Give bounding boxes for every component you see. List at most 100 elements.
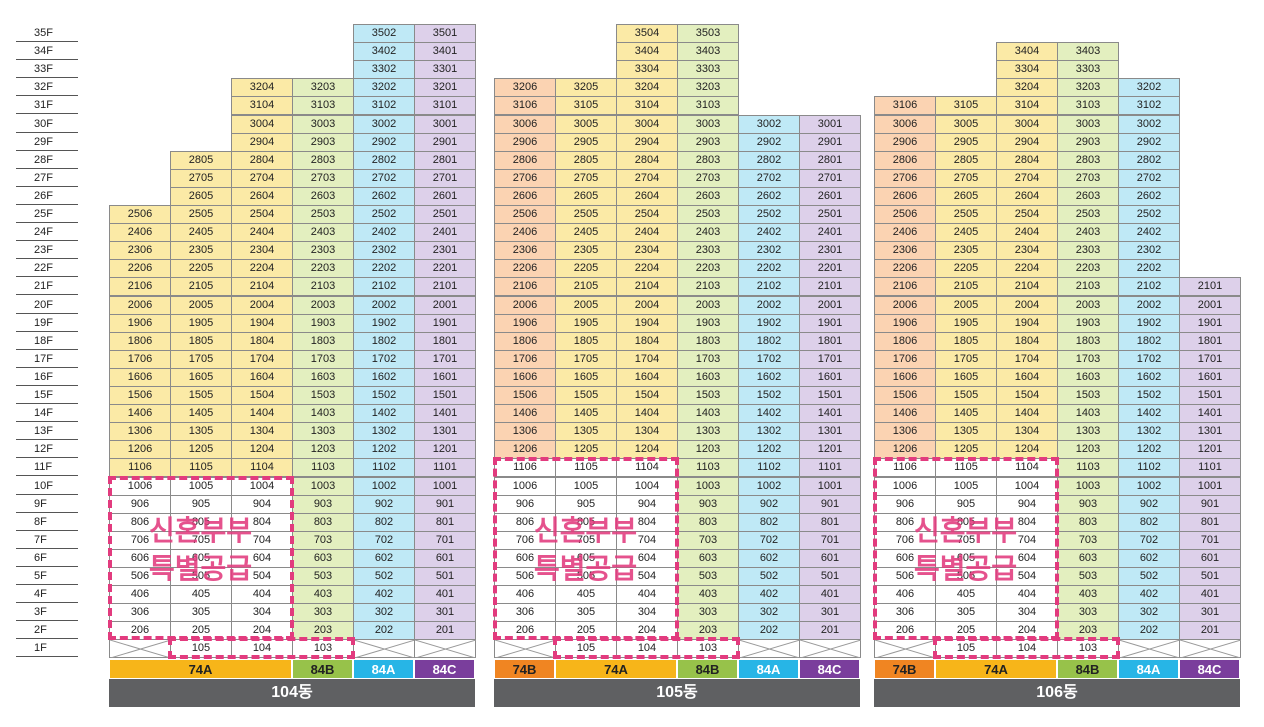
unit-cell: 3301 [414,60,476,80]
floor-label: 15F [16,386,78,404]
unit-type-label: 74B [494,658,555,679]
unit-cell: 2703 [1057,168,1119,188]
unit-cell: 502 [738,567,800,587]
unit-cell: 1105 [170,458,232,478]
unit-cell: 2806 [494,150,556,170]
floor-label: 16F [16,368,78,386]
unit-cell: 1501 [1179,386,1241,406]
unit-cell: 2901 [414,132,476,152]
unit-cell: 304 [616,603,678,623]
unit-cell: 2003 [1057,295,1119,315]
unit-cell: 1803 [1057,331,1119,351]
unit-cell: 802 [1118,512,1180,532]
unit-cell: 1402 [738,404,800,424]
unit-cell: 3504 [616,24,678,44]
unit-cell: 1406 [109,404,171,424]
unit-cell: 604 [616,548,678,568]
unit-cell: 1104 [231,458,293,478]
unit-cell: 703 [677,530,739,550]
unit-cell: 601 [799,548,861,568]
unit-cell: 1504 [996,386,1058,406]
unit-cell: 1702 [738,349,800,369]
unit-cell: 1404 [231,404,293,424]
unit-cell: 1805 [555,331,617,351]
unit-cell: 302 [353,603,415,623]
unit-cell: 3503 [677,24,739,44]
unit-cell: 2201 [799,259,861,279]
unit-cell: 2501 [414,205,476,225]
unit-cell: 2101 [1179,277,1241,297]
unit-cell: 1505 [555,386,617,406]
unit-cell: 3201 [414,78,476,98]
floor-label: 11F [16,458,78,477]
unit-cell: 2701 [799,168,861,188]
unit-cell: 2506 [109,205,171,225]
unit-cell: 1106 [494,458,556,478]
unit-cell: 2806 [874,150,936,170]
unit-cell: 804 [996,512,1058,532]
unit-cell: 1402 [353,404,415,424]
unit-cell: 1702 [353,349,415,369]
unit-cell: 605 [935,548,997,568]
unit-cell: 902 [353,494,415,514]
unit-cell: 1105 [555,458,617,478]
unit-cell: 2704 [616,168,678,188]
unit-cell: 3103 [292,96,354,116]
unit-cell: 1901 [799,313,861,333]
unit-cell: 2203 [292,259,354,279]
unit-cell: 1201 [799,440,861,460]
unit-type-label: 84A [1118,658,1179,679]
unit-cell: 606 [494,548,556,568]
unit-cell: 2905 [555,132,617,152]
unit-cell: 2405 [935,223,997,243]
unit-cell: 502 [1118,567,1180,587]
unit-cell: 404 [996,585,1058,605]
unit-cell: 306 [874,603,936,623]
unit-cell: 2401 [414,223,476,243]
unit-cell: 1601 [1179,367,1241,387]
unit-cell: 2802 [738,150,800,170]
unit-cell: 3204 [996,78,1058,98]
unit-cell: 2301 [414,241,476,261]
unit-cell: 602 [738,548,800,568]
unit-cell: 1306 [874,422,936,442]
unit-cell: 3103 [677,96,739,116]
unit-cell: 304 [231,603,293,623]
unit-cell: 1605 [935,367,997,387]
unit-cell: 3202 [353,78,415,98]
unit-cell: 2003 [292,295,354,315]
unit-cell: 401 [414,585,476,605]
unit-cell: 1104 [996,458,1058,478]
unit-cell-empty [353,639,415,659]
unit-cell: 805 [555,512,617,532]
unit-cell: 1306 [494,422,556,442]
unit-cell: 1706 [109,349,171,369]
unit-cell: 405 [170,585,232,605]
unit-cell: 1302 [738,422,800,442]
unit-cell: 2106 [109,277,171,297]
unit-cell: 1206 [494,440,556,460]
unit-type-label: 84B [292,658,353,679]
unit-cell: 2904 [231,132,293,152]
unit-cell: 3402 [353,42,415,62]
unit-cell: 1903 [677,313,739,333]
unit-cell: 1703 [677,349,739,369]
unit-cell: 2603 [292,186,354,206]
unit-cell: 1501 [799,386,861,406]
unit-cell: 2903 [1057,132,1119,152]
floor-label: 28F [16,151,78,169]
unit-cell: 201 [414,621,476,641]
unit-cell: 2804 [231,150,293,170]
unit-cell: 2902 [738,132,800,152]
unit-cell: 705 [170,530,232,550]
unit-cell: 1502 [738,386,800,406]
unit-cell: 2004 [616,295,678,315]
unit-cell: 103 [292,639,354,659]
unit-cell: 1802 [353,331,415,351]
unit-cell: 1702 [1118,349,1180,369]
unit-cell: 1806 [874,331,936,351]
unit-cell: 1704 [616,349,678,369]
unit-cell: 1601 [414,367,476,387]
unit-cell: 2002 [353,295,415,315]
unit-cell: 1506 [494,386,556,406]
